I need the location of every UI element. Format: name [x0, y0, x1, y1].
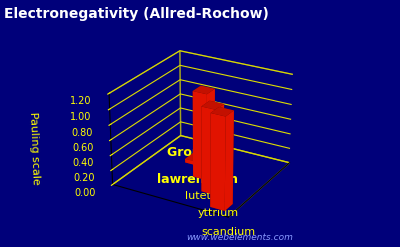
Text: www.webelements.com: www.webelements.com: [186, 233, 294, 242]
Text: Electronegativity (Allred-Rochow): Electronegativity (Allred-Rochow): [4, 7, 269, 21]
